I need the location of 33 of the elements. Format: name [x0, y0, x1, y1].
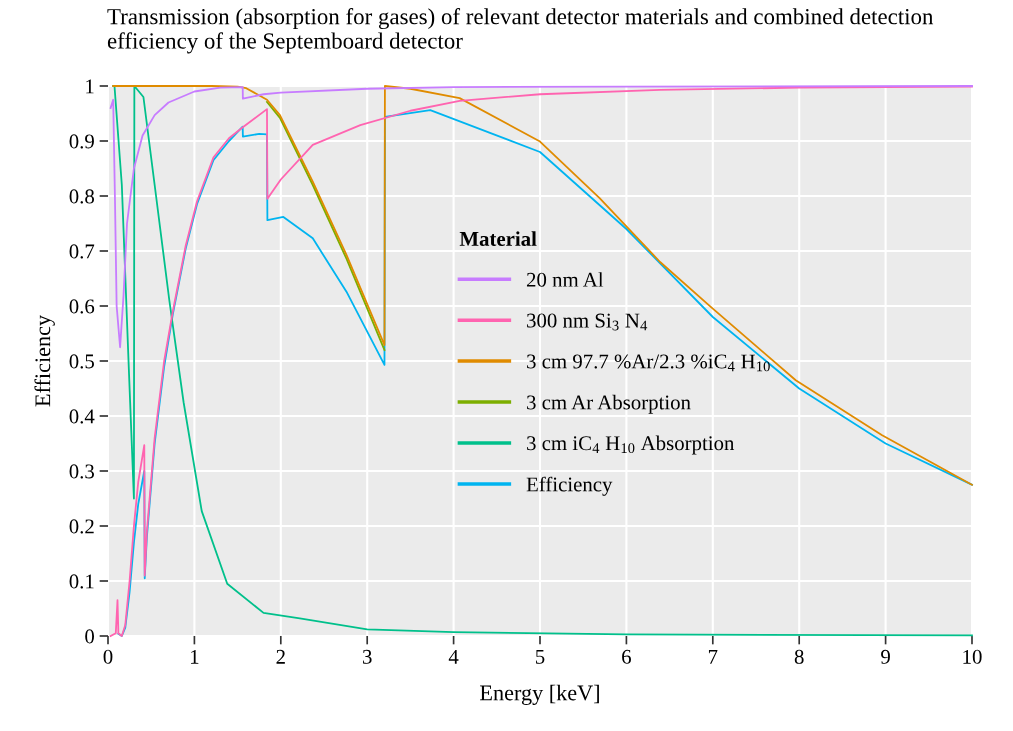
x-tick-label: 7: [708, 650, 718, 664]
legend-label: Efficiency: [526, 476, 613, 496]
x-tick-label: 1: [191, 649, 199, 664]
x-axis-title: Energy [keV]: [480, 684, 599, 705]
y-tick-label: 0.3: [69, 464, 94, 479]
legend-label: 3 cm Ar Absorption: [527, 394, 691, 414]
y-axis-title: Efficiency: [34, 315, 55, 407]
y-tick-label: 0.5: [69, 354, 94, 369]
x-tick-label: 0: [103, 649, 113, 664]
y-tick-label: 0.6: [69, 299, 95, 314]
legend-label: 20 nm Al: [526, 272, 604, 287]
legend-label: 3 cm 97.7 %Ar/2.3 %iC$_{4}$ H$_{10}$: [527, 354, 770, 372]
x-tick-label: 5: [536, 650, 545, 664]
chart-title: Transmission (absorption for gases) of relevant detector materials and combined detection efficiency of the Septemboard detector: [107, 8, 934, 54]
y-tick-label: 0.9: [69, 134, 94, 149]
x-tick-label: 9: [881, 649, 890, 664]
y-tick-label: 1: [86, 79, 94, 94]
y-tick-label: 0: [85, 629, 95, 644]
y-tick-label: 0.8: [69, 189, 95, 204]
y-tick-label: 0.2: [69, 519, 94, 534]
x-tick-label: 3: [362, 649, 372, 664]
legend-title: Material: [459, 231, 537, 246]
y-tick-label: 0.1: [69, 574, 94, 589]
y-tick-label: 0.7: [69, 244, 95, 259]
x-tick-label: 2: [276, 649, 285, 664]
legend-label: 300 nm Si$_{3}$ N$_{4}$: [527, 313, 648, 331]
y-tick-label: 0.4: [69, 409, 95, 424]
x-tick-label: 8: [794, 649, 804, 664]
x-tick-label: 4: [448, 649, 459, 664]
x-tick-label: 10: [963, 649, 982, 664]
line-series: [266, 101, 386, 351]
x-tick-label: 6: [622, 649, 631, 664]
legend-label: 3 cm iC$_{4}$ H$_{10}$ Absorption: [527, 435, 735, 455]
